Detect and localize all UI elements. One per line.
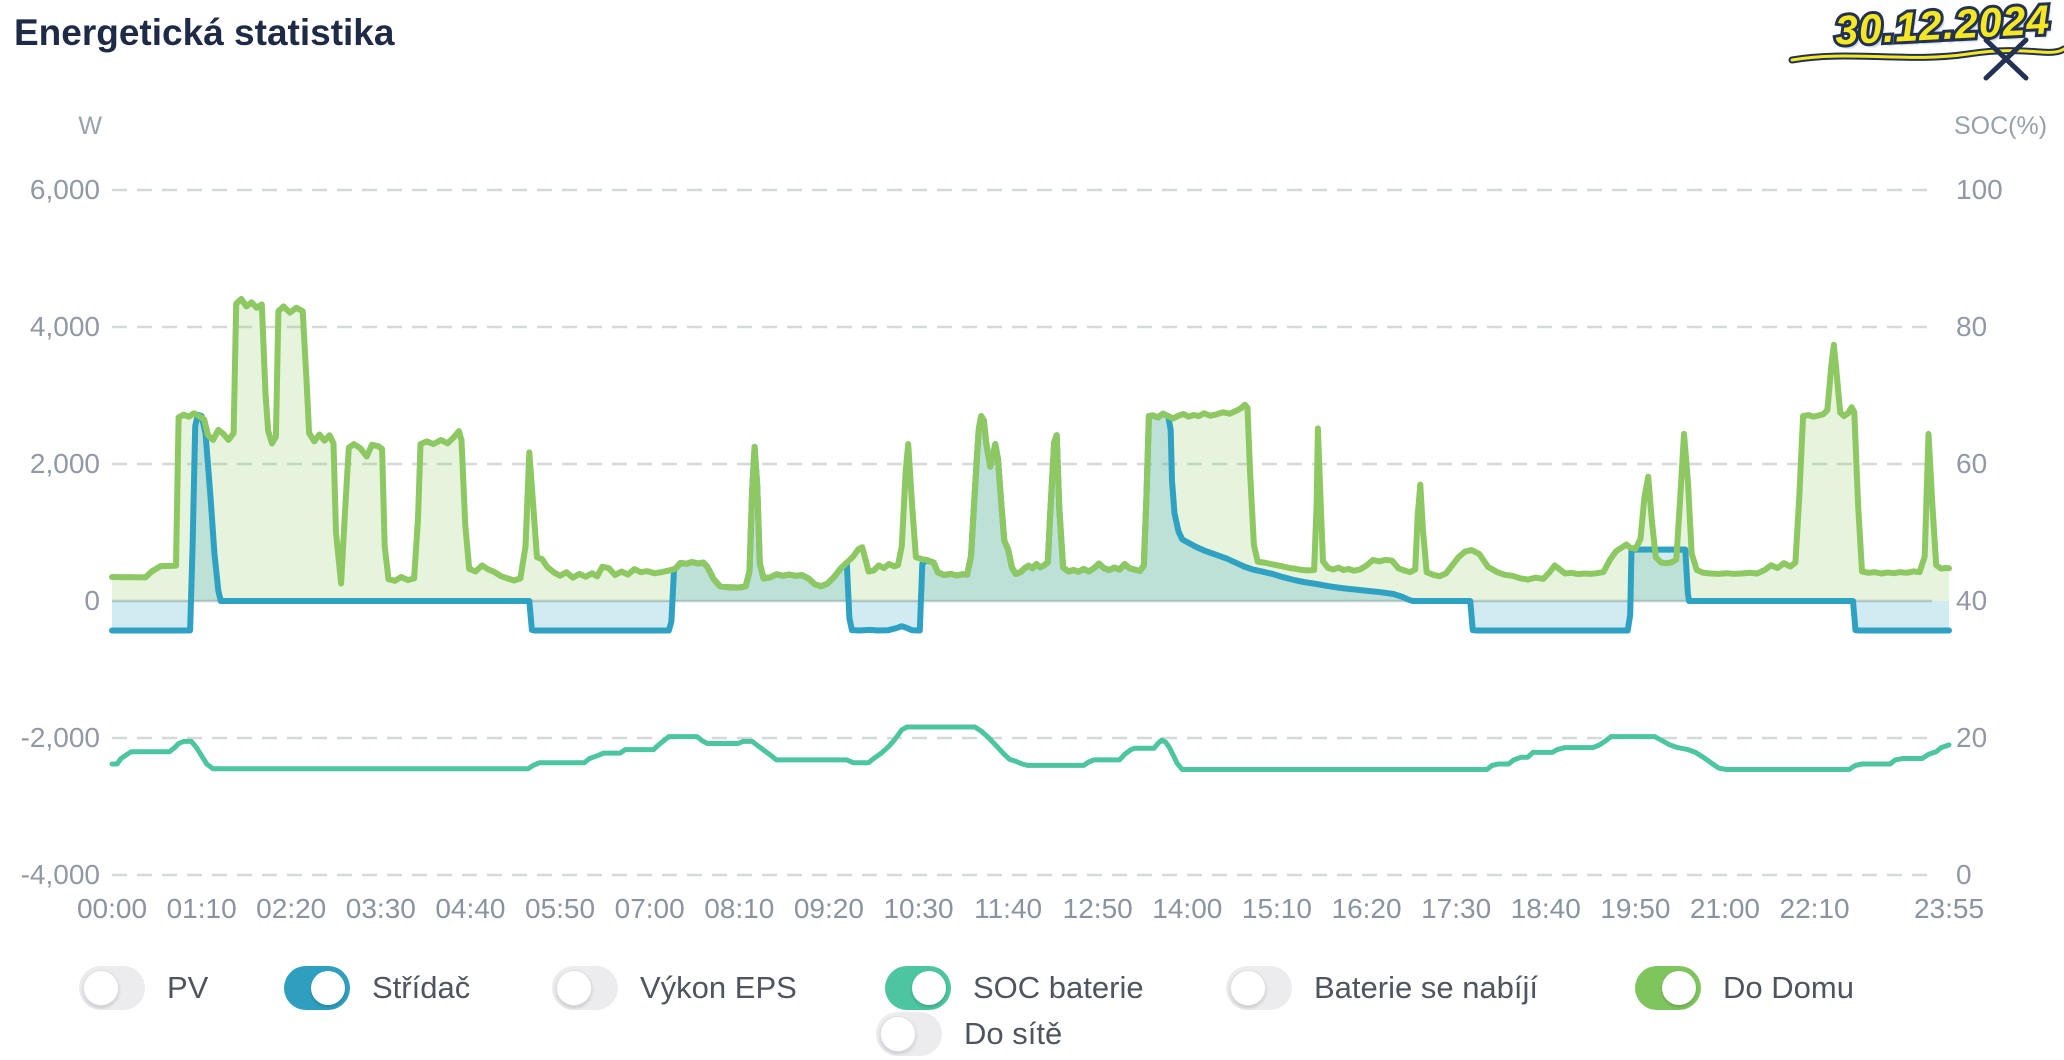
legend-label: Do sítě xyxy=(964,1016,1063,1051)
x-axis-tick: 16:20 xyxy=(1331,893,1402,924)
toggle-knob xyxy=(311,971,345,1005)
x-axis-tick: 10:30 xyxy=(883,893,954,924)
y-axis-right-tick: 40 xyxy=(1956,585,1988,616)
x-axis-tick: 08:10 xyxy=(704,893,775,924)
x-axis-tick: 14:00 xyxy=(1152,893,1223,924)
toggle-knob xyxy=(1230,970,1266,1006)
close-icon[interactable] xyxy=(1980,32,2032,84)
page-title: Energetická statistika xyxy=(14,12,395,53)
x-axis-tick: 18:40 xyxy=(1510,893,1581,924)
legend-item: Baterie se nabíjí xyxy=(1226,966,1538,1010)
legend-label: Baterie se nabíjí xyxy=(1314,970,1539,1005)
right-axis-unit: SOC(%) xyxy=(1954,112,2048,140)
y-axis-left-tick: -4,000 xyxy=(20,859,100,890)
toggle-knob xyxy=(912,971,946,1005)
toggle-baterie-se-nab-j-[interactable] xyxy=(1226,966,1292,1010)
legend-label: Střídač xyxy=(372,970,471,1005)
toggle-knob xyxy=(83,970,119,1006)
y-axis-right-tick: 0 xyxy=(1956,859,1972,890)
soc-baterie-line xyxy=(109,724,1952,772)
y-axis-left-tick: -2,000 xyxy=(20,722,100,753)
x-axis-tick: 11:40 xyxy=(974,893,1043,924)
legend-label: Výkon EPS xyxy=(640,970,797,1005)
y-axis-right-tick: 20 xyxy=(1956,722,1988,753)
toggle-knob xyxy=(556,970,592,1006)
date-underline-flourish xyxy=(1788,45,2064,64)
stridac-area xyxy=(112,413,1949,631)
x-axis-tick: 07:00 xyxy=(614,893,685,924)
toggle-knob xyxy=(880,1016,916,1052)
y-axis-left-tick: 2,000 xyxy=(29,448,100,479)
y-axis-right-tick: 60 xyxy=(1956,448,1988,479)
y-axis-right-tick: 80 xyxy=(1956,311,1988,342)
x-axis-tick: 19:50 xyxy=(1600,893,1671,924)
legend-item: SOC baterie xyxy=(885,966,1144,1010)
toggle-knob xyxy=(1662,971,1696,1005)
x-axis-tick: 09:20 xyxy=(793,893,864,924)
y-axis-right-tick: 100 xyxy=(1956,174,2003,205)
toggle-v-kon-eps[interactable] xyxy=(552,966,618,1010)
do-domu-line xyxy=(109,295,1952,591)
x-axis-tick: 22:10 xyxy=(1779,893,1850,924)
legend-item: Do Domu xyxy=(1635,966,1854,1010)
toggle-do-domu[interactable] xyxy=(1635,966,1701,1010)
x-axis-tick: 02:20 xyxy=(256,893,327,924)
x-axis-tick: 17:30 xyxy=(1421,893,1492,924)
x-axis-tick: 12:50 xyxy=(1062,893,1133,924)
x-axis-tick: 21:00 xyxy=(1689,893,1761,924)
y-axis-left-tick: 0 xyxy=(84,585,100,616)
legend-item: Do sítě xyxy=(876,1012,1062,1056)
y-axis-left-tick: 4,000 xyxy=(29,311,100,342)
left-axis-unit: W xyxy=(78,112,102,140)
legend-label: SOC baterie xyxy=(973,970,1144,1005)
x-axis-tick: 15:10 xyxy=(1241,893,1312,924)
x-axis-tick: 00:00 xyxy=(76,893,148,924)
x-axis-tick: 23:55 xyxy=(1913,893,1985,924)
x-axis-tick: 04:40 xyxy=(435,893,506,924)
legend-item: PV xyxy=(79,966,208,1010)
legend-item: Výkon EPS xyxy=(552,966,797,1010)
y-axis-left-tick: 6,000 xyxy=(29,174,100,205)
toggle-pv[interactable] xyxy=(79,966,145,1010)
legend-label: Do Domu xyxy=(1723,970,1854,1005)
toggle-do-s-t-[interactable] xyxy=(876,1012,942,1056)
legend-item: Střídač xyxy=(284,966,470,1010)
legend-label: PV xyxy=(167,970,209,1005)
x-axis-tick: 01:10 xyxy=(166,893,237,924)
x-axis-tick: 03:30 xyxy=(345,893,416,924)
x-axis-tick: 05:50 xyxy=(525,893,596,924)
toggle-soc-baterie[interactable] xyxy=(885,966,951,1010)
toggle-st-da-[interactable] xyxy=(284,966,350,1010)
